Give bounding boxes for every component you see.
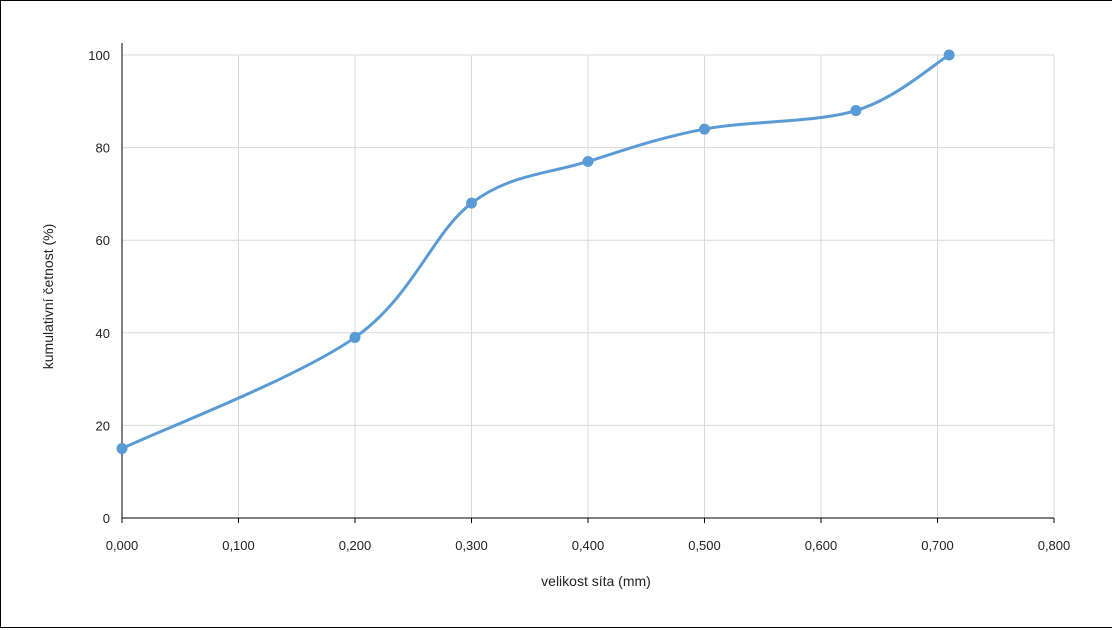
y-tick-label: 0 [103, 511, 110, 526]
series-line [121, 53, 950, 450]
x-tick-label: 0,000 [106, 538, 139, 553]
series [116, 49, 955, 455]
data-point-marker [699, 123, 710, 135]
x-tick-label: 0,300 [455, 538, 488, 553]
x-tick-label: 0,500 [688, 538, 721, 553]
y-tick-label: 60 [96, 233, 110, 248]
data-point-marker [349, 331, 361, 343]
grid [122, 54, 1055, 518]
y-axis-title: kumulativní četnost (%) [40, 224, 56, 370]
x-tick-label: 0,800 [1038, 538, 1071, 553]
data-point-marker [850, 105, 862, 117]
tick-labels: 0,000 0,100 0,200 0,300 0,400 0,500 0,600 0,700… [88, 48, 1070, 553]
x-tick-label: 0,400 [572, 538, 605, 553]
y-tick-label: 40 [96, 326, 110, 341]
y-tick-label: 80 [96, 141, 110, 156]
x-tick-label: 0,600 [805, 538, 838, 553]
x-tick-label: 0,200 [339, 538, 372, 553]
data-point-marker [116, 443, 128, 455]
x-axis-title: velikost síta (mm) [541, 573, 651, 589]
data-point-marker [582, 155, 594, 167]
y-tick-label: 20 [96, 418, 110, 433]
y-tick-label: 100 [88, 48, 110, 63]
axes [121, 43, 1055, 523]
x-tick-label: 0,700 [921, 538, 954, 553]
data-point-marker [466, 197, 477, 209]
x-tick-label: 0,100 [222, 538, 255, 553]
data-point-marker [943, 49, 955, 61]
